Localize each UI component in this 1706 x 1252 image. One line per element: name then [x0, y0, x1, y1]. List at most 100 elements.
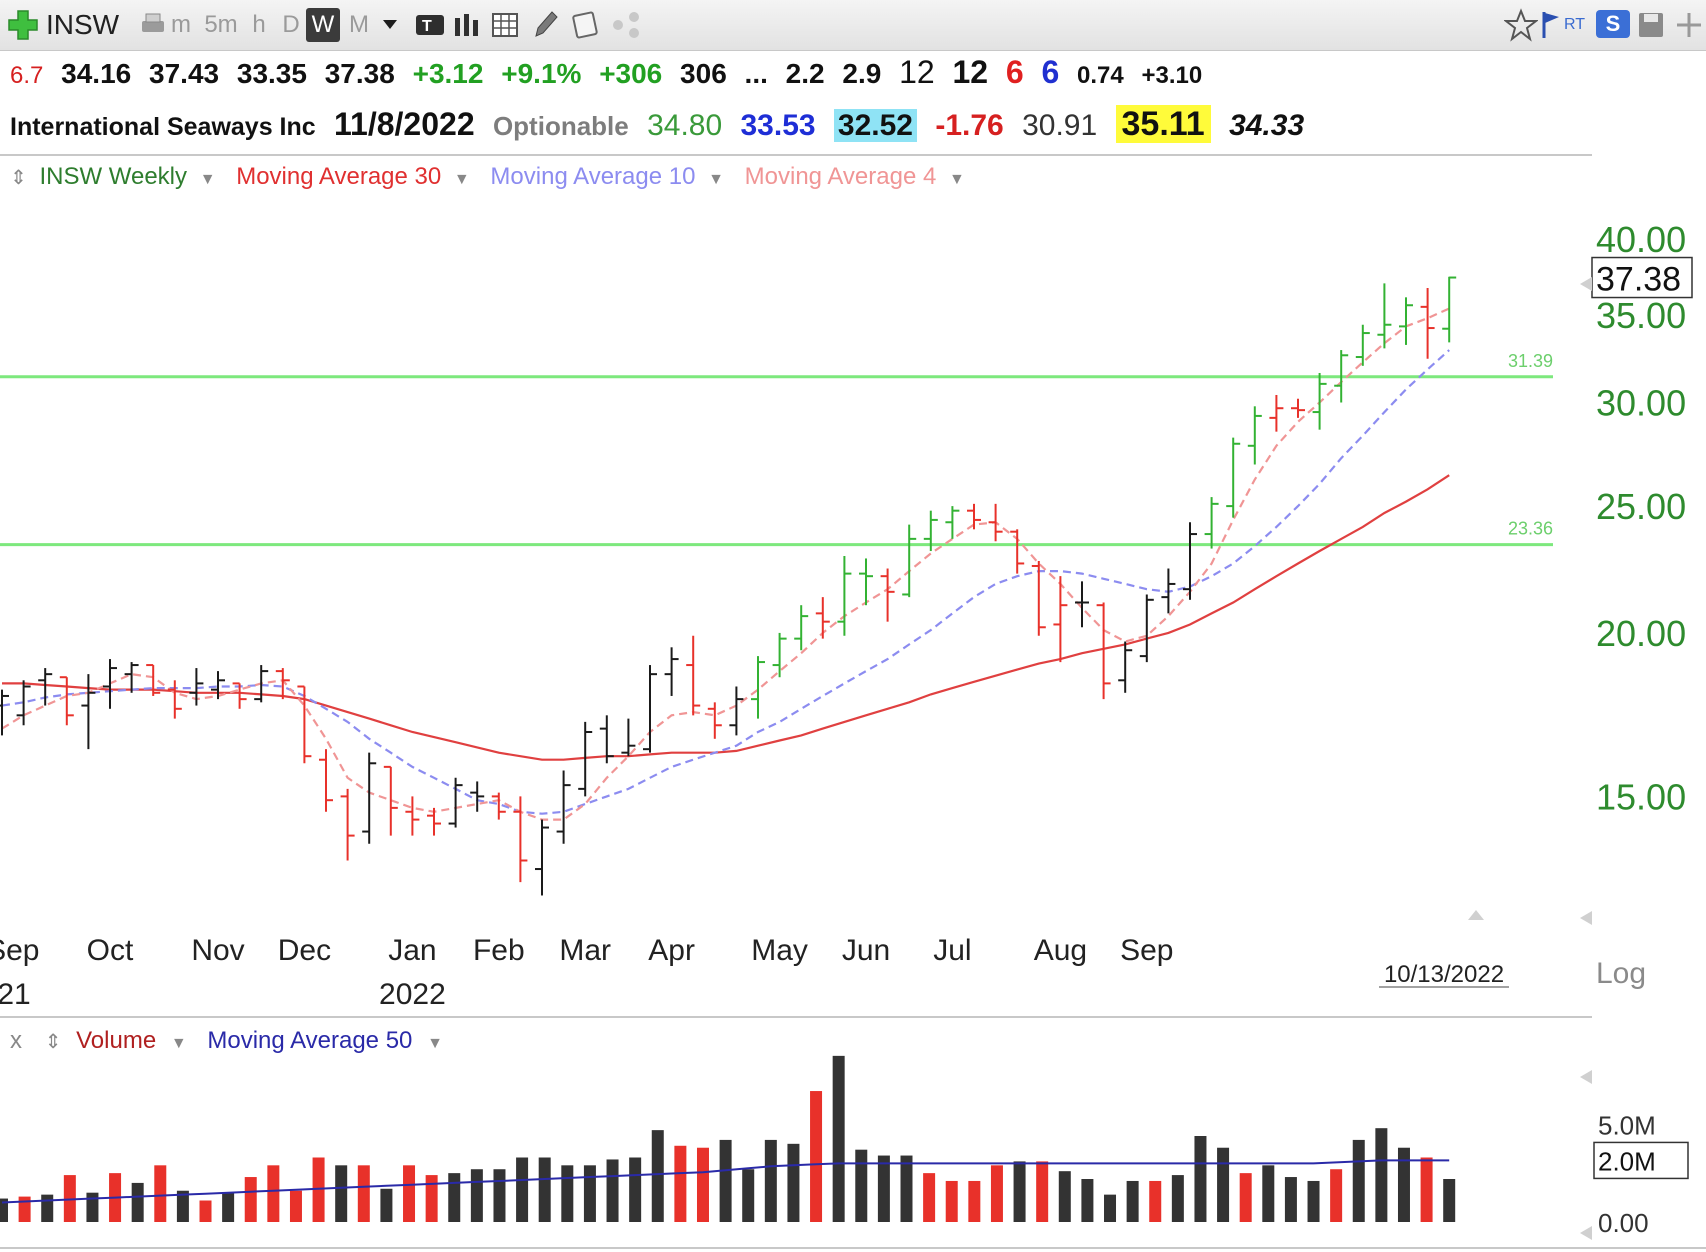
ohlc-bar[interactable]: [167, 680, 182, 719]
ohlc-bar[interactable]: [643, 665, 657, 753]
ohlc-bar[interactable]: [211, 671, 225, 700]
ohlc-bar[interactable]: [988, 503, 1003, 542]
ohlc-bar[interactable]: [967, 503, 981, 530]
volume-bar[interactable]: [403, 1165, 416, 1222]
volume-bar[interactable]: [1420, 1157, 1433, 1223]
timeframe-m-monthly[interactable]: M: [349, 11, 369, 38]
legend-ma4[interactable]: Moving Average 4: [744, 163, 937, 190]
bar-style-icon[interactable]: [452, 10, 482, 40]
volume-bar[interactable]: [1194, 1136, 1207, 1222]
scroll-up-arrow-icon[interactable]: [1468, 910, 1484, 920]
ma10-line[interactable]: [1, 349, 1450, 815]
legend-ma30-dropdown-icon[interactable]: ▼: [453, 171, 470, 188]
ohlc-bar[interactable]: [340, 788, 355, 861]
ohlc-bar[interactable]: [1226, 437, 1241, 518]
volume-bar[interactable]: [1330, 1169, 1343, 1222]
ohlc-bar[interactable]: [38, 668, 53, 706]
volume-bar[interactable]: [787, 1143, 800, 1222]
volume-bar[interactable]: [1036, 1161, 1049, 1222]
ohlc-bar[interactable]: [470, 781, 485, 812]
ohlc-bar[interactable]: [880, 568, 895, 622]
legend-ma10-dropdown-icon[interactable]: ▼: [708, 171, 724, 188]
volume-bar[interactable]: [1013, 1161, 1026, 1222]
ohlc-bar[interactable]: [362, 752, 377, 844]
ohlc-bar[interactable]: [0, 689, 9, 736]
legend-ma10[interactable]: Moving Average 10: [490, 163, 696, 190]
ohlc-bar[interactable]: [1183, 522, 1197, 600]
ohlc-bar[interactable]: [794, 605, 809, 651]
print-icon[interactable]: [138, 10, 168, 40]
volume-bar[interactable]: [1104, 1194, 1117, 1222]
volume-bar[interactable]: [990, 1165, 1003, 1222]
ohlc-bar[interactable]: [729, 686, 744, 736]
notes-icon[interactable]: [570, 8, 602, 42]
volume-bar[interactable]: [561, 1165, 574, 1222]
timeframe-h[interactable]: h: [252, 11, 266, 38]
volume-bar[interactable]: [0, 1198, 8, 1222]
ohlc-bar[interactable]: [945, 506, 960, 539]
ma4-line[interactable]: [1, 307, 1450, 821]
ohlc-bar[interactable]: [513, 796, 528, 883]
ohlc-bar[interactable]: [751, 656, 765, 719]
ohlc-bar[interactable]: [1355, 324, 1370, 366]
ohlc-bar[interactable]: [1399, 297, 1413, 345]
s-menu-icon[interactable]: S: [1596, 10, 1630, 38]
save-icon[interactable]: [1636, 10, 1666, 40]
timeframe-m[interactable]: m: [171, 11, 191, 38]
ohlc-bar[interactable]: [103, 659, 117, 709]
volume-bar[interactable]: [810, 1091, 823, 1222]
volume-bar[interactable]: [222, 1192, 235, 1222]
ohlc-bar[interactable]: [1075, 581, 1089, 628]
ohlc-bar[interactable]: [1291, 398, 1305, 418]
volume-bar[interactable]: [289, 1190, 302, 1222]
volume-bar[interactable]: [606, 1159, 619, 1222]
volume-bar[interactable]: [877, 1155, 890, 1222]
volume-bar[interactable]: [1126, 1180, 1139, 1222]
ohlc-bar[interactable]: [297, 685, 312, 764]
volume-bar[interactable]: [651, 1130, 664, 1222]
ohlc-bar[interactable]: [1377, 283, 1392, 349]
ohlc-bar[interactable]: [664, 647, 679, 696]
ohlc-bar[interactable]: [578, 721, 593, 797]
volume-bar[interactable]: [1262, 1165, 1275, 1222]
more-icon[interactable]: [1674, 10, 1704, 40]
volume-bar[interactable]: [1081, 1179, 1094, 1222]
ohlc-bar[interactable]: [448, 777, 463, 828]
volume-bar[interactable]: [335, 1165, 348, 1222]
ohlc-bar[interactable]: [859, 558, 873, 606]
volume-bar[interactable]: [1307, 1180, 1320, 1222]
volume-bar[interactable]: [696, 1147, 709, 1222]
ohlc-bar[interactable]: [1031, 560, 1046, 636]
legend-ma50-dropdown-icon[interactable]: ▼: [427, 1035, 443, 1052]
add-plus-icon[interactable]: [6, 8, 40, 42]
volume-bar[interactable]: [968, 1180, 981, 1222]
volume-bar[interactable]: [425, 1175, 438, 1222]
pencil-icon[interactable]: [530, 8, 560, 42]
volume-bar[interactable]: [199, 1200, 212, 1223]
ohlc-bar[interactable]: [491, 792, 506, 820]
volume-bar[interactable]: [1284, 1177, 1297, 1222]
ohlc-bar[interactable]: [1053, 576, 1068, 663]
ohlc-bar[interactable]: [275, 668, 290, 700]
ohlc-bar[interactable]: [599, 715, 614, 764]
volume-bar[interactable]: [493, 1169, 506, 1222]
ohlc-bar[interactable]: [1118, 641, 1133, 693]
ohlc-bar[interactable]: [81, 674, 96, 750]
volume-bar[interactable]: [131, 1182, 144, 1222]
ohlc-bar[interactable]: [923, 510, 938, 552]
timeframe-d[interactable]: D: [282, 11, 300, 38]
volume-bar[interactable]: [267, 1165, 280, 1222]
volume-bar[interactable]: [470, 1169, 483, 1222]
volume-bar[interactable]: [900, 1155, 913, 1222]
legend-symbol[interactable]: INSW Weekly: [39, 163, 188, 190]
volume-bar[interactable]: [18, 1196, 31, 1222]
share-icon[interactable]: [610, 10, 644, 40]
ohlc-bar[interactable]: [1442, 276, 1457, 343]
volume-bar[interactable]: [629, 1157, 642, 1223]
volume-bar[interactable]: [1375, 1128, 1388, 1222]
ohlc-bar[interactable]: [1096, 602, 1111, 700]
volume-bar[interactable]: [855, 1149, 868, 1222]
volume-bar[interactable]: [86, 1192, 99, 1222]
star-icon[interactable]: [1504, 8, 1538, 42]
